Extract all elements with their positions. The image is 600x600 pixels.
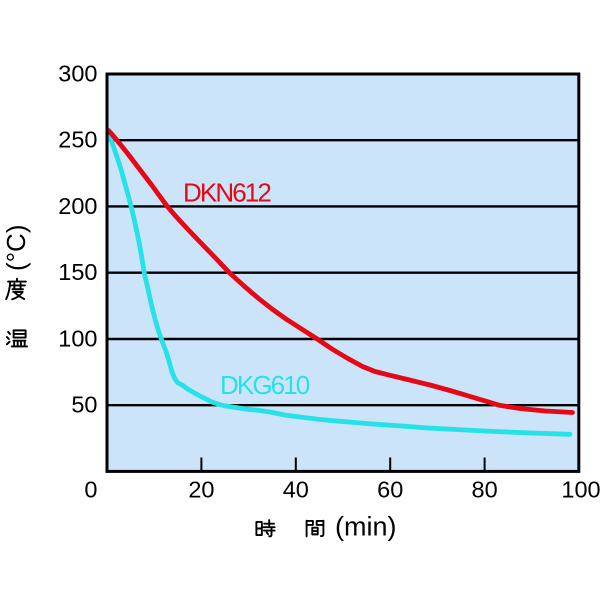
svg-text:(min): (min) <box>335 512 397 542</box>
svg-text:DKN612: DKN612 <box>183 178 271 208</box>
svg-text:0: 0 <box>84 477 97 503</box>
svg-text:300: 300 <box>58 61 97 87</box>
svg-text:20: 20 <box>188 477 214 503</box>
svg-text:100: 100 <box>58 326 97 352</box>
svg-text:50: 50 <box>71 392 97 418</box>
svg-text:40: 40 <box>283 477 309 503</box>
svg-text:100: 100 <box>561 477 600 503</box>
svg-text:(°C): (°C) <box>1 225 31 272</box>
svg-text:250: 250 <box>58 127 97 153</box>
svg-text:150: 150 <box>58 259 97 285</box>
svg-text:200: 200 <box>58 193 97 219</box>
svg-text:DKG610: DKG610 <box>220 370 310 400</box>
svg-text:80: 80 <box>472 477 498 503</box>
svg-text:60: 60 <box>377 477 403 503</box>
